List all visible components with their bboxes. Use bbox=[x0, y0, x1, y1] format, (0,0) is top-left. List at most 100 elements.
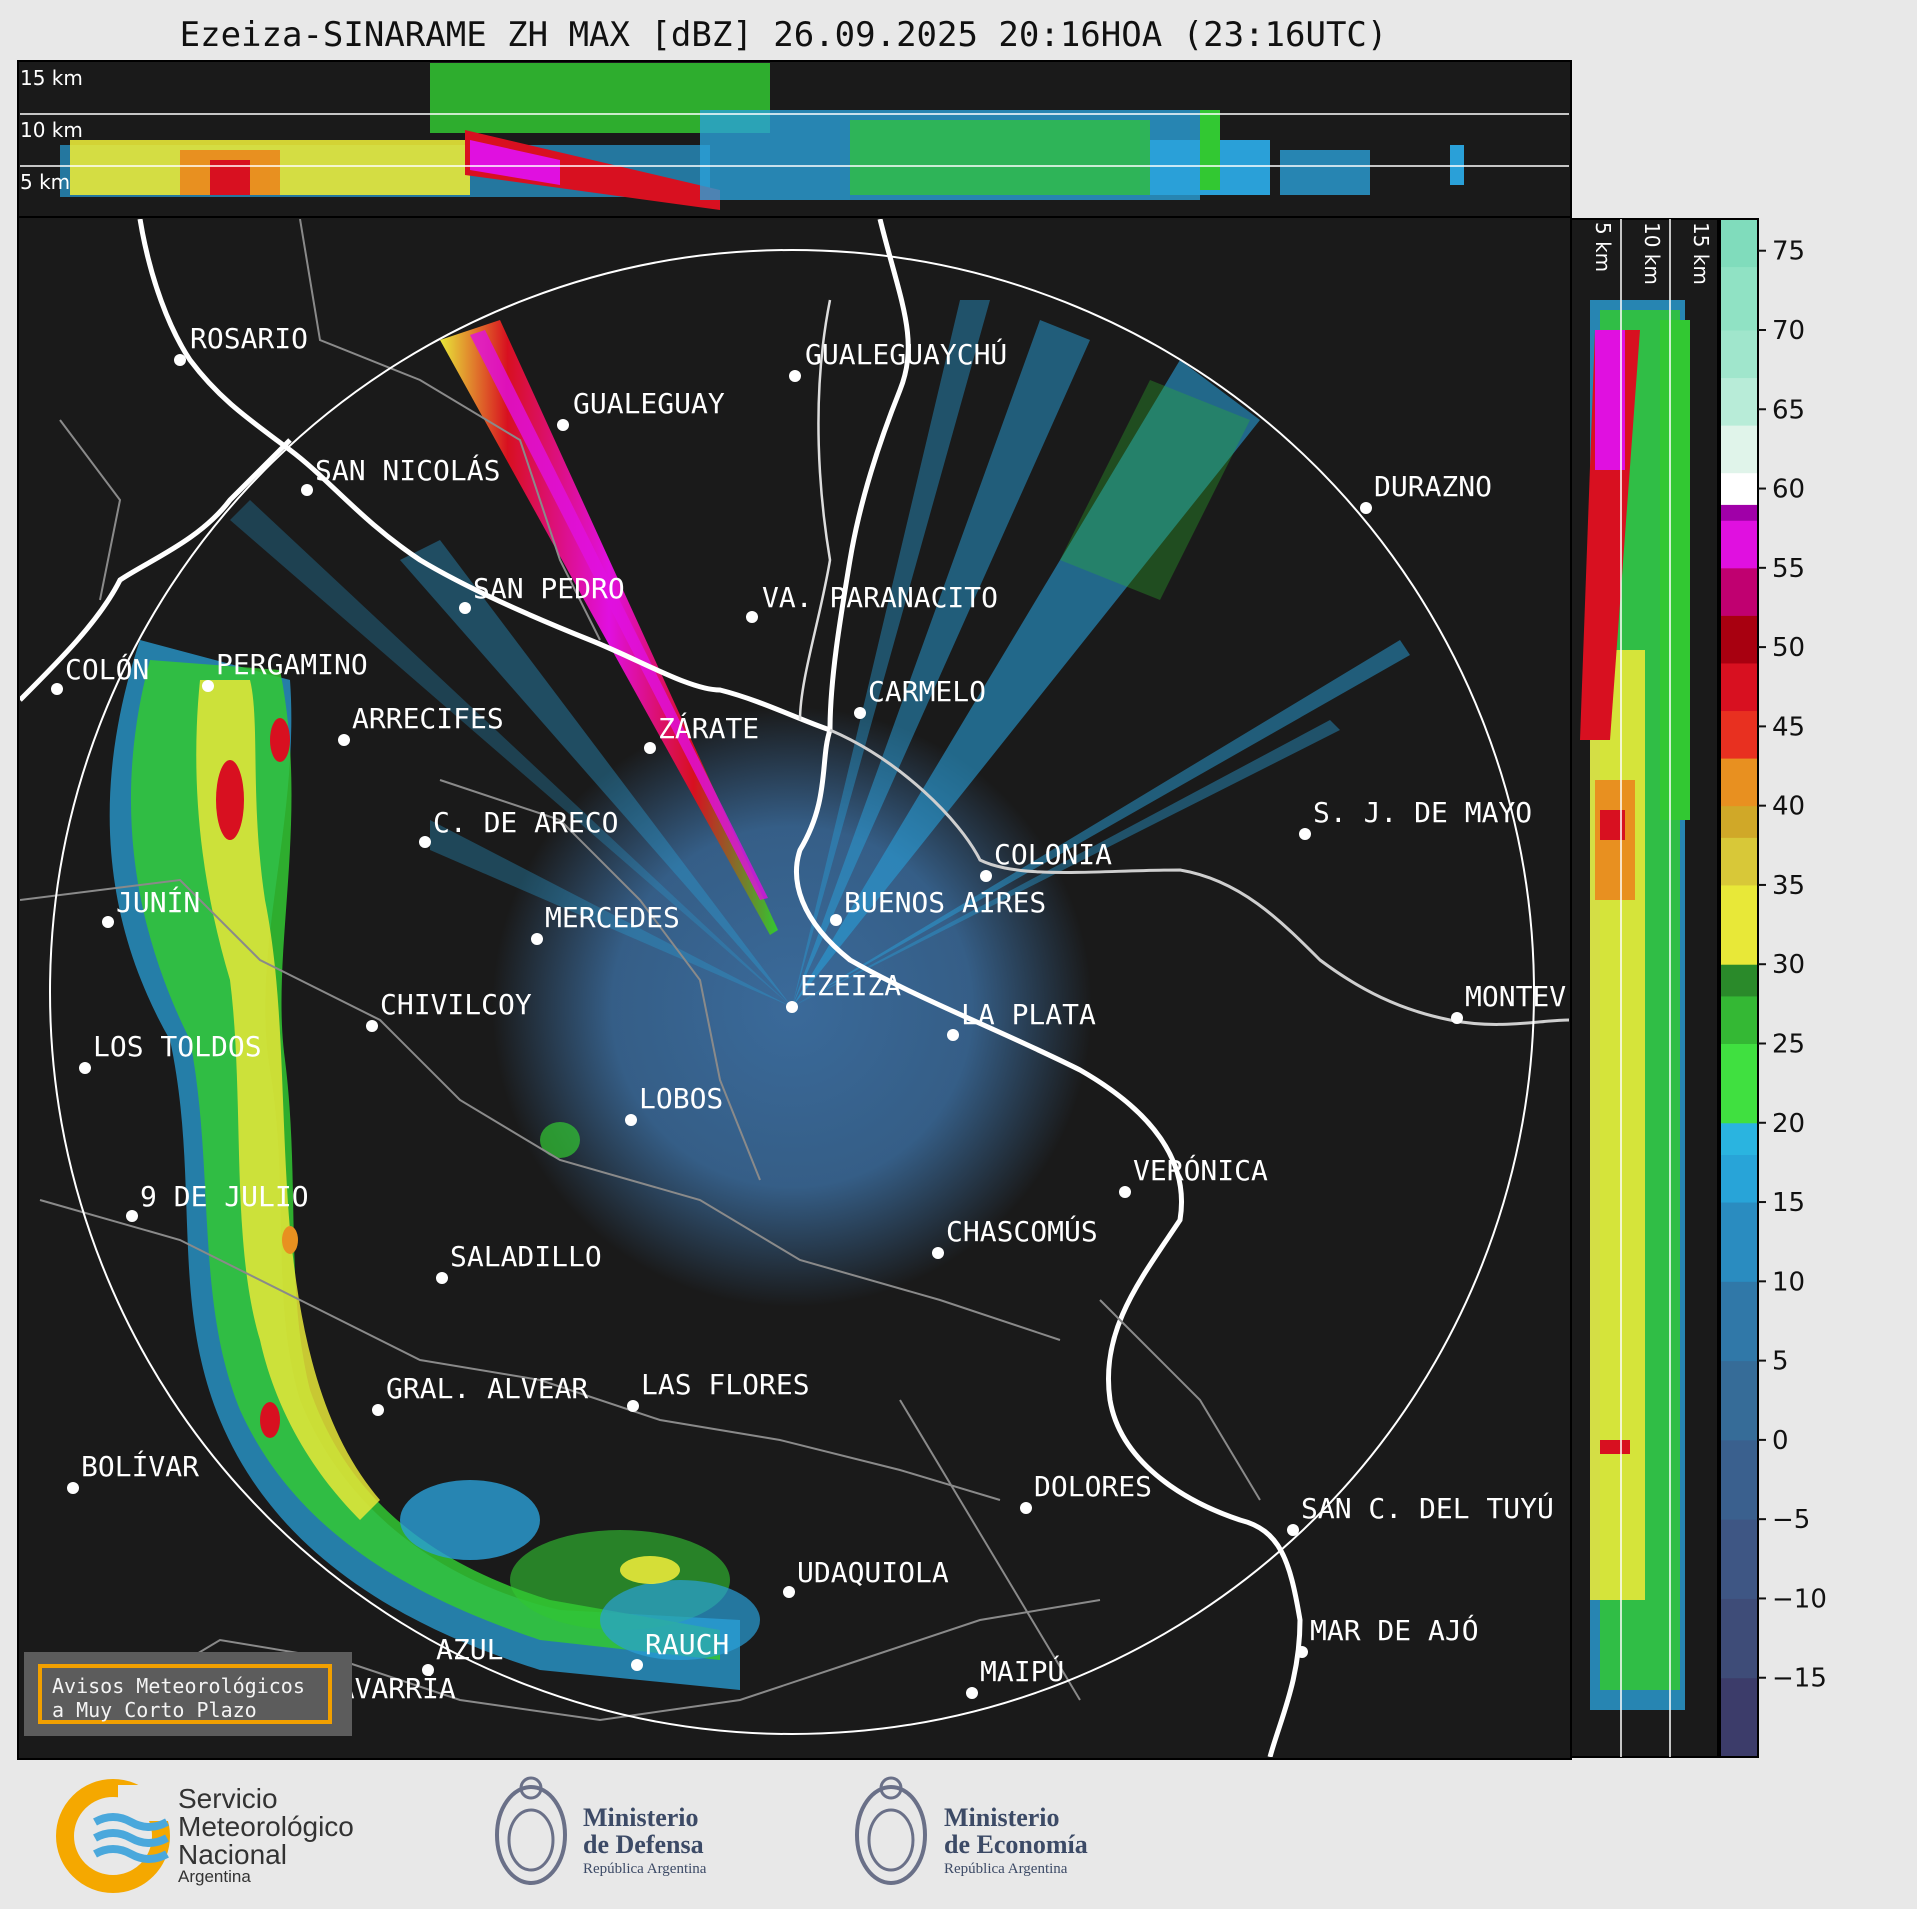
range-ring bbox=[49, 249, 1535, 1735]
colorbar-segment bbox=[1720, 1122, 1758, 1155]
city-rosario: ROSARIO bbox=[174, 322, 308, 366]
svg-text:SAN NICOLÁS: SAN NICOLÁS bbox=[315, 453, 500, 487]
svg-text:DURAZNO: DURAZNO bbox=[1374, 470, 1492, 503]
svg-text:ROSARIO: ROSARIO bbox=[190, 322, 308, 355]
colorbar-segment bbox=[1720, 805, 1758, 838]
svg-text:BUENOS AIRES: BUENOS AIRES bbox=[844, 886, 1046, 919]
colorbar-segment bbox=[1720, 1360, 1758, 1441]
svg-text:DOLORES: DOLORES bbox=[1034, 1470, 1152, 1503]
svg-text:PERGAMINO: PERGAMINO bbox=[216, 648, 368, 681]
colorbar-segment bbox=[1720, 504, 1758, 521]
defensa-text-2: de Defensa bbox=[583, 1830, 704, 1859]
city-mercedes: MERCEDES bbox=[531, 901, 680, 945]
coat-of-arms-icon bbox=[507, 1808, 555, 1872]
side-height-label-15: 15 km bbox=[1689, 222, 1713, 285]
svg-text:MONTEV: MONTEV bbox=[1465, 980, 1566, 1013]
colorbar-segment bbox=[1720, 472, 1758, 505]
avisos-link[interactable]: Avisos Meteorológicos a Muy Corto Plazo bbox=[38, 1664, 332, 1724]
svg-text:C. DE ARECO: C. DE ARECO bbox=[433, 806, 618, 839]
southern-cells bbox=[400, 1122, 760, 1660]
city-los-toldos: LOS TOLDOS bbox=[79, 1030, 262, 1074]
colorbar-tick-label: 60 bbox=[1772, 475, 1805, 505]
colorbar-segments bbox=[1720, 219, 1758, 1758]
defensa-text-3: República Argentina bbox=[583, 1861, 707, 1877]
city-arrecifes: ARRECIFES bbox=[338, 702, 504, 746]
svg-text:RAUCH: RAUCH bbox=[645, 1628, 729, 1661]
city-las-flores: LAS FLORES bbox=[627, 1368, 810, 1412]
colorbar-tick-label: 20 bbox=[1772, 1109, 1805, 1139]
smn-logo: Servicio Meteorológico Nacional Argentin… bbox=[56, 1779, 354, 1893]
city-azul: AZUL bbox=[422, 1633, 503, 1676]
colorbar-tick-label: 15 bbox=[1772, 1188, 1805, 1218]
svg-text:GUALEGUAYCHÚ: GUALEGUAYCHÚ bbox=[805, 337, 1007, 371]
colorbar-segment bbox=[1720, 219, 1758, 268]
colorbar-segment bbox=[1720, 1519, 1758, 1599]
svg-text:ZÁRATE: ZÁRATE bbox=[658, 711, 759, 745]
svg-text:SALADILLO: SALADILLO bbox=[450, 1240, 602, 1273]
svg-text:LOBOS: LOBOS bbox=[639, 1082, 723, 1115]
city-carmelo: CARMELO bbox=[854, 675, 986, 719]
city-gualeguay: GUALEGUAY bbox=[557, 387, 725, 431]
svg-text:COLÓN: COLÓN bbox=[65, 652, 149, 686]
city-s-j-de-mayo: S. J. DE MAYO bbox=[1299, 796, 1532, 840]
svg-text:CARMELO: CARMELO bbox=[868, 675, 986, 708]
colorbar-tick-label: 65 bbox=[1772, 395, 1805, 425]
city-maipu: MAIPÚ bbox=[966, 1654, 1064, 1699]
svg-text:GUALEGUAY: GUALEGUAY bbox=[573, 387, 725, 420]
colorbar-segment bbox=[1720, 520, 1758, 569]
svg-text:LA PLATA: LA PLATA bbox=[961, 998, 1096, 1031]
smn-text-4: Argentina bbox=[178, 1867, 251, 1886]
colorbar-segment bbox=[1720, 1598, 1758, 1679]
colorbar-segment bbox=[1720, 758, 1758, 807]
radar-spokes bbox=[230, 300, 1410, 1007]
svg-text:SAN C. DEL TUYÚ: SAN C. DEL TUYÚ bbox=[1301, 1491, 1554, 1525]
city-mar-de-ajo: MAR DE AJÓ bbox=[1296, 1613, 1479, 1658]
smn-text-3: Nacional bbox=[178, 1839, 287, 1870]
ministerio-economia-logo: Ministerio de Economía República Argenti… bbox=[855, 1776, 1088, 1885]
colorbar-tick-label: 70 bbox=[1772, 316, 1805, 346]
colorbar-tick-label: 25 bbox=[1772, 1029, 1805, 1059]
colorbar-tick-label: 30 bbox=[1772, 950, 1805, 980]
svg-text:ARRECIFES: ARRECIFES bbox=[352, 702, 504, 735]
colorbar-segment bbox=[1720, 1677, 1758, 1758]
svg-text:S. J. DE MAYO: S. J. DE MAYO bbox=[1313, 796, 1532, 829]
svg-text:JUNÍN: JUNÍN bbox=[116, 885, 200, 919]
svg-text:MERCEDES: MERCEDES bbox=[545, 901, 680, 934]
smn-text-1: Servicio bbox=[178, 1783, 278, 1814]
colorbar-tick-label: 0 bbox=[1772, 1426, 1789, 1456]
district-boundaries bbox=[20, 219, 1261, 1722]
radar-map[interactable]: ROSARIO GUALEGUAYCHÚ GUALEGUAY SAN NICOL… bbox=[17, 216, 1572, 1760]
svg-text:9 DE JULIO: 9 DE JULIO bbox=[140, 1180, 309, 1213]
city-pergamino: PERGAMINO bbox=[202, 648, 368, 692]
city-san-c-del-tuyu: SAN C. DEL TUYÚ bbox=[1287, 1491, 1554, 1536]
city-durazno: DURAZNO bbox=[1360, 470, 1492, 514]
colorbar-segment bbox=[1720, 884, 1758, 965]
colorbar-tick-label: −5 bbox=[1772, 1505, 1810, 1535]
svg-text:AZUL: AZUL bbox=[436, 1633, 503, 1666]
city-lobos: LOBOS bbox=[625, 1082, 723, 1126]
city-colon: COLÓN bbox=[51, 652, 149, 695]
svg-text:EZEIZA: EZEIZA bbox=[800, 969, 901, 1002]
city-zarate: ZÁRATE bbox=[644, 711, 759, 754]
city-san-pedro: SAN PEDRO bbox=[459, 572, 625, 614]
colorbar-segment bbox=[1720, 1154, 1758, 1203]
colorbar-tick-label: 10 bbox=[1772, 1267, 1805, 1297]
city-9-de-julio: 9 DE JULIO bbox=[126, 1180, 309, 1222]
svg-text:GRAL. ALVEAR: GRAL. ALVEAR bbox=[386, 1372, 588, 1405]
colorbar-tick-label: 45 bbox=[1772, 712, 1805, 742]
avisos-line-2: a Muy Corto Plazo bbox=[52, 1698, 257, 1722]
svg-text:CHASCOMÚS: CHASCOMÚS bbox=[946, 1214, 1098, 1248]
city-va-paranacito: VA. PARANACITO bbox=[746, 581, 998, 623]
city-saladillo: SALADILLO bbox=[436, 1240, 602, 1284]
defensa-text-1: Ministerio bbox=[583, 1803, 699, 1832]
city-dolores: DOLORES bbox=[1020, 1470, 1152, 1514]
avisos-panel[interactable]: Avisos Meteorológicos a Muy Corto Plazo bbox=[24, 1652, 352, 1736]
top-height-label-5: 5 km bbox=[20, 170, 70, 194]
colorbar-tick-label: −15 bbox=[1772, 1664, 1827, 1694]
colorbar-segment bbox=[1720, 1202, 1758, 1282]
city-gualeguaychu: GUALEGUAYCHÚ bbox=[789, 337, 1007, 382]
colorbar-segment bbox=[1720, 425, 1758, 474]
svg-text:UDAQUIOLA: UDAQUIOLA bbox=[797, 1556, 949, 1589]
colorbar-tick-label: 55 bbox=[1772, 554, 1805, 584]
